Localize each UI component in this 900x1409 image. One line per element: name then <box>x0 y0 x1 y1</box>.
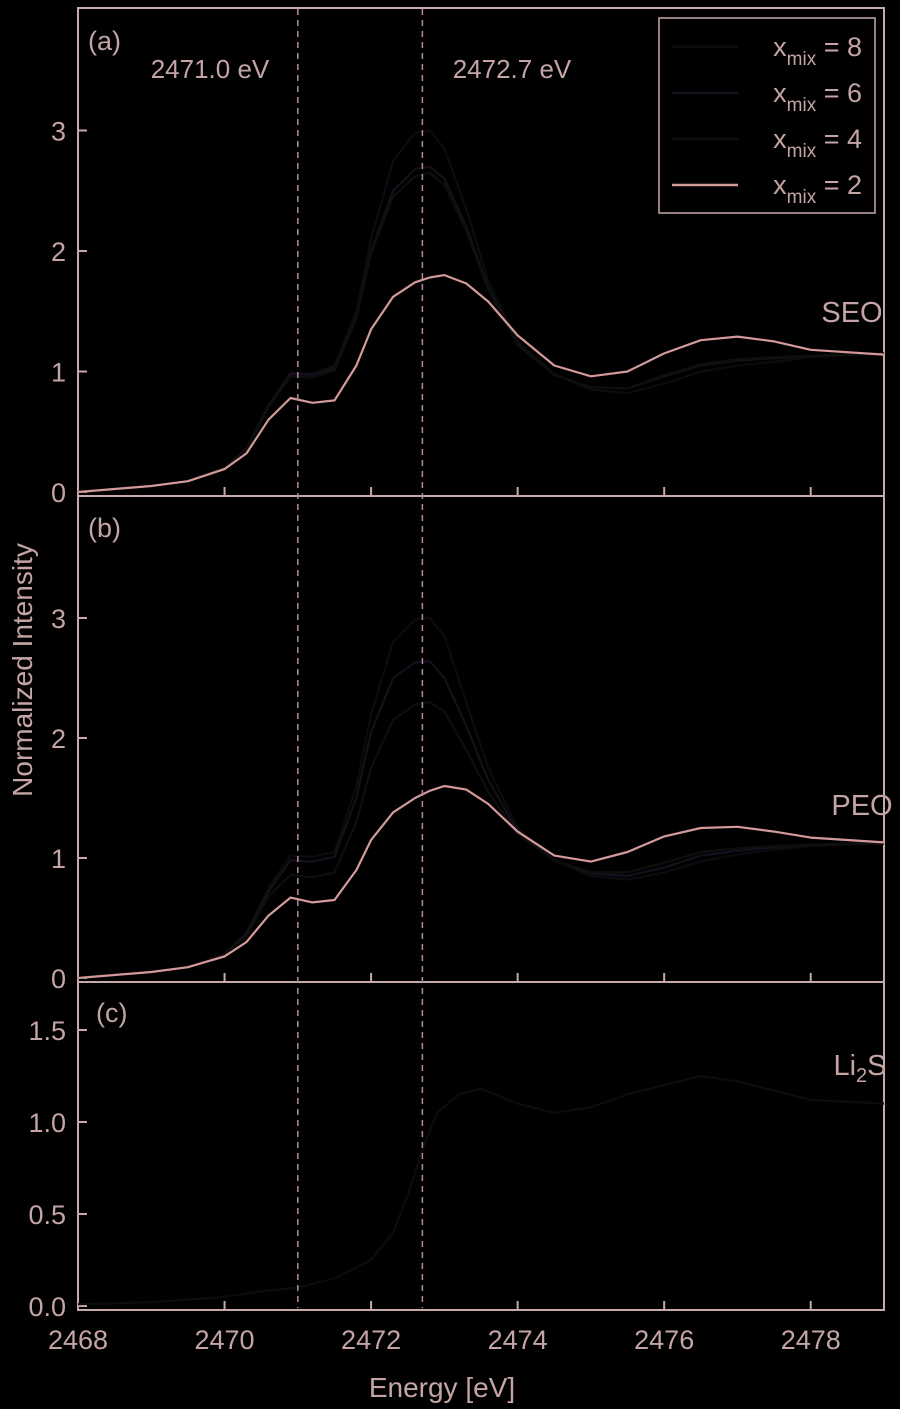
legend-suffix: = 2 <box>816 170 862 200</box>
x-axis-label: Energy [eV] <box>369 1372 515 1403</box>
legend-suffix: = 4 <box>816 124 862 154</box>
panel-tag: (b) <box>88 513 121 543</box>
legend-suffix: = 8 <box>816 32 862 62</box>
series-line-li2s <box>77 1074 885 1306</box>
legend-base: x <box>773 124 787 154</box>
reference-label: 2471.0 eV <box>151 54 270 84</box>
legend-base: x <box>773 78 787 108</box>
legend-sub: mix <box>787 141 817 162</box>
x-tick-label: 2468 <box>48 1325 108 1355</box>
panel-b: 0 1 2 3 (b) PEO <box>51 495 893 994</box>
legend-base: x <box>773 32 787 62</box>
legend-box <box>658 17 876 214</box>
label-suffix: S <box>867 1050 886 1082</box>
y-tick-label: 1 <box>51 844 66 874</box>
y-tick-label: 2 <box>51 237 66 267</box>
y-tick-label: 1 <box>51 358 66 388</box>
y-axis-label: Normalized Intensity <box>7 543 38 797</box>
y-tick-label: 0.0 <box>28 1292 66 1322</box>
panel-tag: (a) <box>88 26 121 56</box>
series-line-x-mix-4 <box>77 700 885 980</box>
panel-label: SEO <box>821 297 882 329</box>
legend-sub: mix <box>787 187 817 208</box>
reference-label: 2472.7 eV <box>453 54 572 84</box>
series-line-x-mix-4 <box>77 171 885 494</box>
legend-base: x <box>773 170 787 200</box>
x-tick-label: 2478 <box>781 1325 841 1355</box>
legend-label: xmix = 4 <box>773 124 862 162</box>
legend-sub: mix <box>787 49 817 70</box>
series-line-x-mix-6 <box>77 660 885 980</box>
legend-suffix: = 6 <box>816 78 862 108</box>
y-tick-label: 0 <box>51 964 66 994</box>
y-tick-label: 3 <box>51 604 66 634</box>
panel-c: 0.0 0.5 1.0 1.5 (c) Li2S <box>28 981 887 1322</box>
legend-label: xmix = 8 <box>773 32 862 70</box>
panel-frame <box>77 981 885 1311</box>
panel-label: Li2S <box>833 1050 886 1087</box>
series-line-x-mix-2 <box>77 274 885 494</box>
reference-lines <box>297 9 424 1308</box>
legend-label: xmix = 2 <box>773 170 862 208</box>
y-tick-label: 3 <box>51 117 66 147</box>
x-tick-label: 2472 <box>341 1325 401 1355</box>
y-tick-label: 0.5 <box>28 1200 66 1230</box>
legend-label: xmix = 6 <box>773 78 862 116</box>
y-tick-label: 1.5 <box>28 1016 66 1046</box>
reference-labels: 2471.0 eV 2472.7 eV <box>151 54 572 84</box>
panel-a: 0 1 2 3 (a) SEO <box>51 7 885 508</box>
legend-sub: mix <box>787 95 817 116</box>
label-sub: 2 <box>856 1065 867 1087</box>
series-line-x-mix-2 <box>77 784 885 980</box>
panel-tag: (c) <box>96 998 127 1028</box>
x-tick-label: 2474 <box>488 1325 548 1355</box>
series-line-x-mix-6 <box>77 165 885 494</box>
y-tick-label: 0 <box>51 478 66 508</box>
x-axis: 2468 2470 2472 2474 2476 2478 <box>48 1325 841 1355</box>
y-tick-label: 1.0 <box>28 1108 66 1138</box>
y-tick-label: 2 <box>51 724 66 754</box>
panel-frame <box>77 495 885 983</box>
panel-label: PEO <box>831 790 892 822</box>
x-tick-label: 2470 <box>195 1325 255 1355</box>
x-tick-label: 2476 <box>634 1325 694 1355</box>
label-base: Li <box>833 1050 856 1082</box>
